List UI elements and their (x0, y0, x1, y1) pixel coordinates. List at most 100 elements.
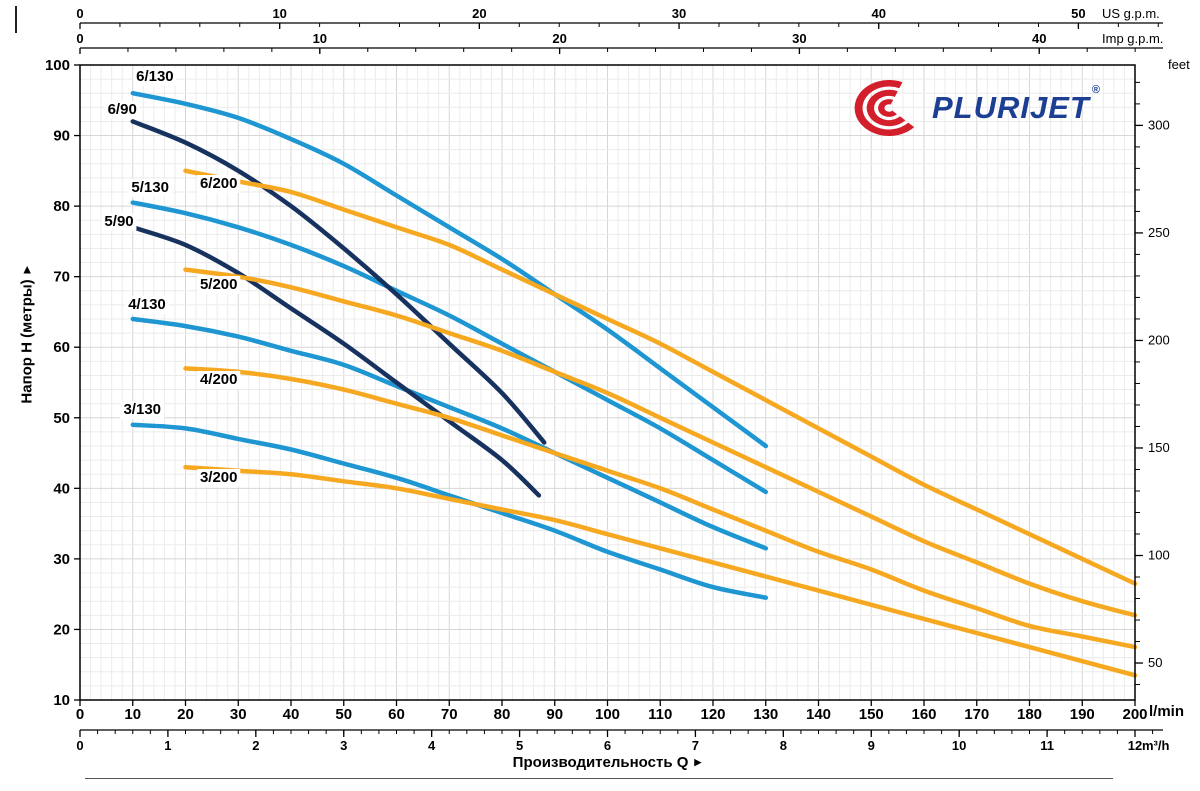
logo-text: PLURIJET (932, 90, 1090, 125)
curve-6-130 (130, 90, 769, 449)
m3h-axis: 0 1 2 3 4 5 6 7 8 9 10 11 12 (76, 729, 1163, 753)
tick-label: 90 (546, 706, 563, 723)
tick-label: 80 (53, 198, 70, 215)
curve-label-5-130: 5/130 (128, 178, 172, 197)
curve-3-200 (183, 464, 1138, 678)
m3h-axis-title: m³/h (1142, 738, 1170, 753)
tick-label: 60 (388, 706, 405, 723)
curve-label-5-200: 5/200 (196, 276, 241, 295)
tick-label: 40 (1032, 31, 1046, 46)
tick-label: 100 (595, 706, 620, 723)
tick-label: 10 (952, 738, 966, 753)
lmin-axis: 0 10 20 30 40 50 60 70 80 90 100 110 120 130 140 150 160… (76, 700, 1148, 723)
tick-label: 0 (76, 31, 83, 46)
tick-label: 30 (792, 31, 806, 46)
tick-label: 7 (692, 738, 699, 753)
tick-label: 3 (340, 738, 347, 753)
tick-label: 50 (335, 706, 352, 723)
plurijet-logo: PLURIJET ® (850, 80, 1100, 136)
tick-label: 10 (313, 31, 327, 46)
up-arrow-icon: ▶ (21, 266, 32, 274)
tick-label: 200 (1122, 706, 1147, 723)
tick-label: 9 (868, 738, 875, 753)
tick-label: 160 (911, 706, 936, 723)
tick-label: 70 (441, 706, 458, 723)
tick-label: 120 (700, 706, 725, 723)
registered-mark: ® (1091, 84, 1100, 96)
tick-label: 100 (1148, 548, 1170, 563)
y-axis-title: Напор H (метры) ▶ (19, 266, 36, 403)
curve-4-130 (130, 316, 769, 551)
tick-label: 200 (1148, 332, 1170, 347)
tick-label: 30 (230, 706, 247, 723)
tick-label: 90 (53, 128, 70, 145)
tick-label: 6 (604, 738, 611, 753)
tick-label: 1 (164, 738, 171, 753)
tick-label: 70 (53, 269, 70, 286)
curve-6-200 (183, 168, 1138, 586)
feet-axis-title: feet (1168, 57, 1190, 72)
tick-label: 20 (552, 31, 566, 46)
tick-label: 170 (964, 706, 989, 723)
tick-label: 20 (53, 621, 70, 638)
feet-axis: 50 100 150 200 250 300 (1135, 81, 1170, 686)
tick-label: 150 (859, 706, 884, 723)
curve-label-4-130: 4/130 (125, 295, 169, 314)
tick-label: 4 (428, 738, 436, 753)
tick-label: 20 (472, 6, 486, 21)
curve-5-200 (183, 267, 1138, 618)
curve-label-6-90: 6/90 (104, 101, 140, 120)
y-axis-title-text: Напор H (метры) (18, 279, 36, 404)
tick-label: 130 (753, 706, 778, 723)
tick-label: 30 (53, 551, 70, 568)
lmin-axis-title: l/min (1149, 703, 1185, 720)
right-arrow-icon: ▶ (694, 757, 702, 767)
tick-label: 40 (53, 480, 70, 497)
tick-label: 11 (1040, 738, 1054, 753)
curve-label-6-130: 6/130 (133, 67, 177, 86)
tick-label: 110 (648, 706, 672, 723)
us-gpm-axis: 0 10 20 30 40 50 (76, 6, 1163, 29)
imp-gpm-axis: 0 10 20 30 40 (76, 31, 1163, 54)
tick-label: 20 (177, 706, 194, 723)
tick-label: 30 (672, 6, 686, 21)
meters-axis: 10 20 30 40 50 60 70 80 90 100 (45, 57, 80, 709)
tick-label: 10 (124, 706, 141, 723)
logo-swoosh-icon (854, 80, 915, 136)
curve-3-130 (130, 422, 769, 600)
tick-label: 190 (1070, 706, 1095, 723)
curve-label-3-130: 3/130 (120, 401, 165, 420)
curve-label-3-200: 3/200 (196, 468, 241, 487)
tick-label: 10 (53, 692, 70, 709)
tick-label: 60 (53, 339, 70, 356)
tick-label: 50 (53, 410, 70, 427)
tick-label: 50 (1071, 6, 1085, 21)
curve-5-90 (130, 225, 542, 498)
tick-label: 2 (252, 738, 259, 753)
tick-label: 100 (45, 57, 70, 74)
curve-label-6-200: 6/200 (196, 175, 241, 194)
tick-label: 300 (1148, 117, 1170, 132)
tick-label: 0 (76, 738, 83, 753)
x-axis-title: Производительность Q ▶ (513, 754, 702, 771)
tick-label: 40 (871, 6, 885, 21)
tick-label: 5 (516, 738, 523, 753)
curve-5-130 (130, 200, 769, 495)
tick-label: 12 (1128, 738, 1142, 753)
pump-curves (130, 90, 1138, 678)
tick-label: 250 (1148, 225, 1170, 240)
tick-label: 150 (1148, 440, 1170, 455)
page-edge-mark (15, 6, 17, 33)
curve-4-200 (183, 366, 1138, 650)
imp-gpm-axis-title: Imp g.p.m. (1102, 31, 1164, 46)
us-gpm-axis-title: US g.p.m. (1102, 6, 1160, 21)
tick-label: 50 (1148, 655, 1162, 670)
tick-label: 0 (76, 6, 83, 21)
tick-label: 140 (806, 706, 831, 723)
tick-label: 80 (494, 706, 511, 723)
tick-label: 8 (780, 738, 787, 753)
tick-label: 180 (1017, 706, 1042, 723)
curve-label-4-200: 4/200 (196, 370, 241, 389)
curve-6-90 (130, 119, 547, 445)
